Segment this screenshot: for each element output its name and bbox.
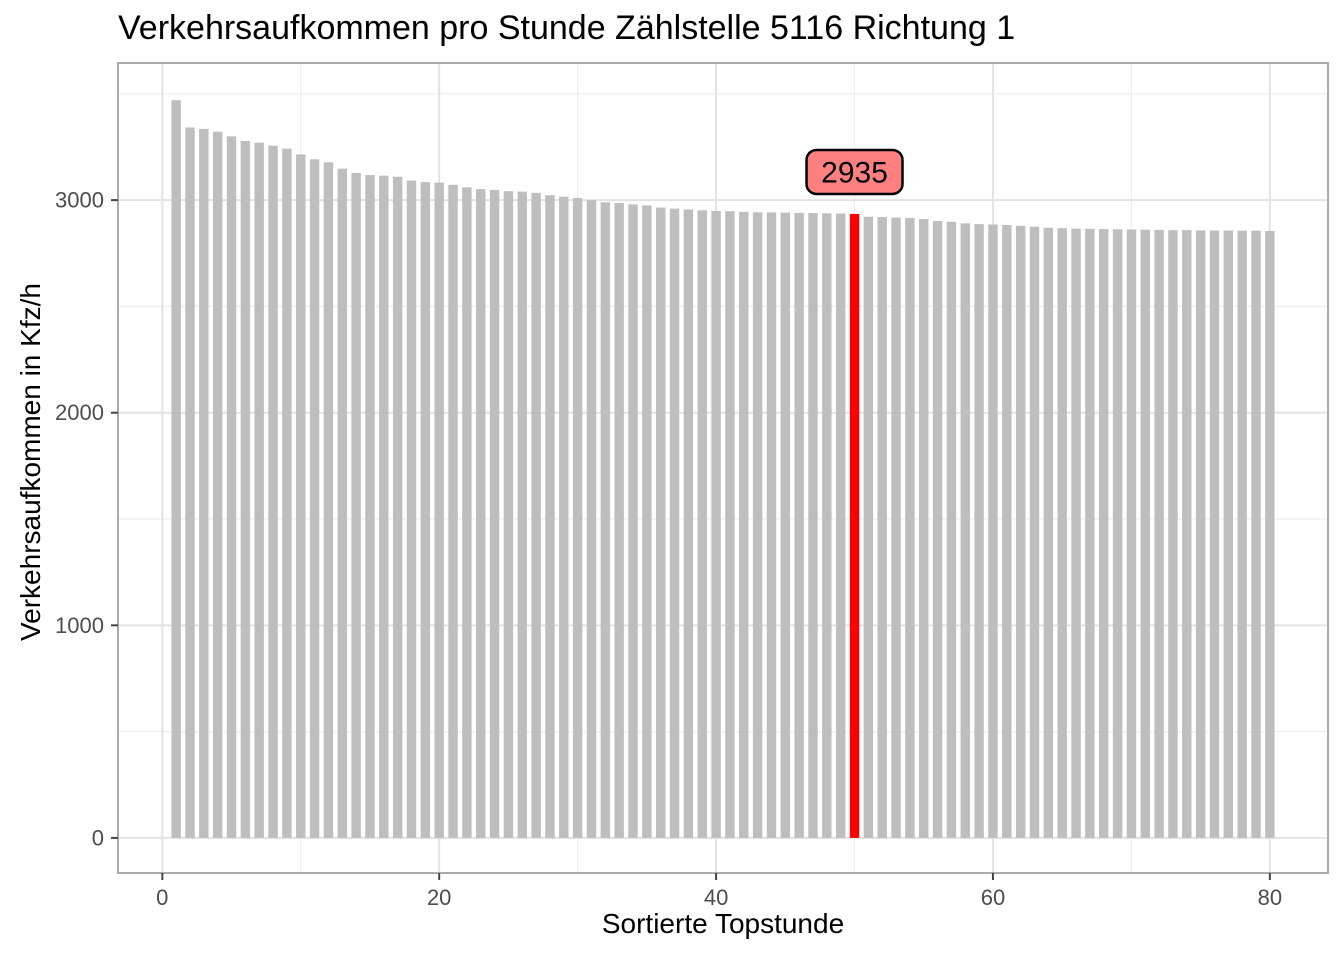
bar (919, 219, 929, 838)
bar (1002, 225, 1012, 838)
bar (725, 211, 735, 838)
bar (655, 207, 666, 838)
x-tick-label: 40 (704, 885, 728, 910)
bar (1015, 225, 1026, 838)
bar (822, 213, 832, 838)
bar (960, 223, 970, 838)
bar (420, 182, 431, 838)
bar (282, 148, 292, 838)
bar (365, 175, 375, 838)
bar (946, 221, 957, 838)
bar (1265, 230, 1275, 838)
bar (503, 191, 514, 838)
bar (683, 209, 694, 838)
bar (448, 184, 458, 838)
bar (1251, 230, 1261, 838)
y-axis-title: Verkehrsaufkommen in Kfz/h (15, 283, 46, 641)
bar (462, 187, 472, 838)
bar (406, 180, 417, 838)
bar (794, 212, 804, 838)
bar (254, 142, 264, 838)
bar (1126, 229, 1137, 838)
bar (808, 213, 818, 838)
annotation-box (805, 148, 904, 196)
x-tick-label: 60 (981, 885, 1005, 910)
bar (337, 168, 347, 838)
bar (476, 189, 486, 838)
bar (600, 202, 611, 838)
bar (766, 212, 777, 838)
bar (1057, 228, 1067, 838)
bar (379, 175, 389, 838)
bar (614, 203, 624, 838)
bar (545, 195, 555, 838)
bar (863, 216, 874, 838)
bar (1168, 230, 1178, 838)
bar (226, 136, 237, 838)
bar (780, 212, 791, 838)
bar (351, 172, 361, 838)
bar (1223, 230, 1234, 838)
bar (586, 200, 597, 838)
bar (1195, 230, 1206, 838)
bar (268, 145, 278, 838)
bar (1043, 227, 1054, 838)
bar (572, 198, 583, 838)
annotation-label: 2935 (821, 156, 888, 189)
bar (1237, 230, 1247, 838)
bar (752, 212, 763, 838)
bar (669, 208, 680, 838)
x-tick-label: 0 (156, 885, 168, 910)
bar (309, 159, 320, 838)
bar (171, 100, 181, 838)
bar (199, 128, 209, 838)
bar (392, 176, 403, 838)
bar (323, 162, 334, 838)
bar (988, 224, 998, 838)
plot-panel (118, 63, 1328, 873)
bar (240, 141, 251, 838)
bar (531, 192, 541, 838)
bar (697, 210, 707, 838)
bar (932, 220, 943, 838)
bar (1029, 226, 1040, 838)
x-tick-label: 80 (1258, 885, 1282, 910)
bar (905, 217, 915, 838)
chart-title: Verkehrsaufkommen pro Stunde Zählstelle … (118, 9, 1016, 47)
bar (877, 217, 887, 838)
bar (559, 196, 569, 838)
bar (1112, 229, 1123, 838)
bar (296, 154, 306, 838)
bar (642, 205, 652, 838)
bar (489, 189, 500, 838)
bar (1140, 229, 1150, 838)
bar (212, 131, 223, 838)
bar (711, 210, 721, 838)
bar (1099, 229, 1109, 838)
y-tick-label: 3000 (55, 188, 104, 213)
bar (1154, 229, 1164, 838)
bar (1085, 228, 1095, 838)
x-axis-title: Sortierte Topstunde (601, 908, 845, 939)
bar (1209, 230, 1220, 838)
y-tick-label: 2000 (55, 400, 104, 425)
bar (739, 211, 749, 838)
bar (434, 182, 444, 838)
bar (891, 217, 901, 838)
y-tick-label: 1000 (55, 613, 104, 638)
bar (517, 191, 527, 838)
x-tick-label: 20 (427, 885, 451, 910)
bar (1071, 228, 1081, 838)
bar (835, 213, 846, 838)
panel-border (117, 62, 1329, 874)
bar (628, 204, 638, 838)
highlighted-bar (849, 213, 860, 838)
y-tick-label: 0 (92, 825, 104, 850)
bar (185, 127, 195, 838)
bar (974, 224, 984, 838)
bar (1182, 230, 1192, 838)
